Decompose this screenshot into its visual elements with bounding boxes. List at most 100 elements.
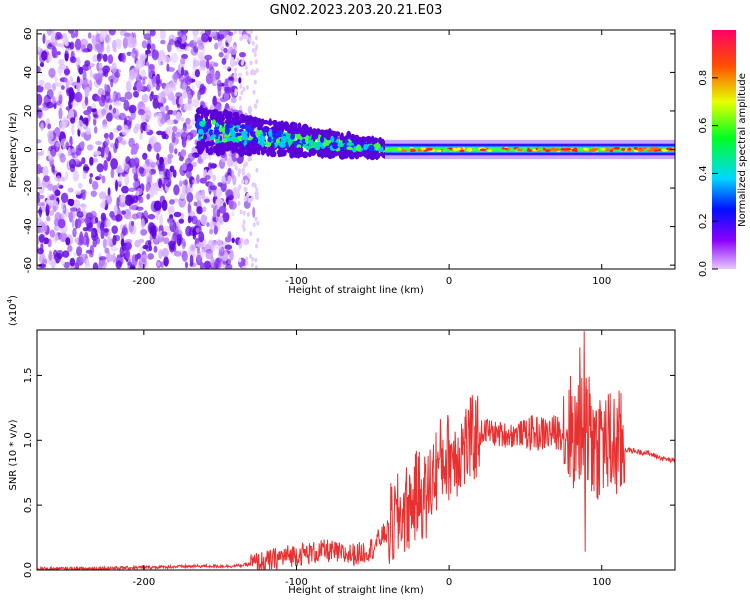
spectrogram-cell [163,237,170,245]
spectrogram-cell [230,97,237,104]
spectrogram-cell [118,173,123,185]
spectrogram-cell [50,145,57,157]
spectrogram-cell [342,151,348,158]
spectrogram-cell [145,183,150,193]
spectrogram-cell [64,77,68,83]
spectrogram-cell [158,178,163,189]
spectrogram-cell [237,200,241,206]
spectrogram-cell [230,56,235,68]
spectrogram-cell [233,30,237,35]
spectrogram-cell [621,148,626,151]
spectrogram-cell [56,183,61,188]
spectrogram-cell [74,237,80,244]
spectrogram-cell [234,72,237,77]
spectrogram-cell [55,82,63,88]
spectrogram-cell [65,237,71,246]
spectrogram-cell [160,39,166,45]
spectrogram-cell [67,187,74,193]
spectrogram-cell [158,164,163,169]
spectrogram-cell [164,85,172,96]
spectrogram-cell [54,235,60,241]
spectrogram-cell [234,127,238,132]
spectrogram-cell [211,119,216,125]
spectrogram-cell [88,177,93,185]
spectrogram-cell [51,165,56,173]
spectrogram-cell [198,59,207,67]
spectrogram-cell [442,149,447,153]
spectrogram-cell [231,237,235,244]
spectrogram-cell [89,173,93,178]
spectrogram-cell [103,227,109,237]
spectrogram-cell [218,34,225,40]
spectrogram-cell [133,157,140,167]
spectrogram-cell [244,179,248,185]
spectrogram-cell [237,72,243,77]
spectrogram-cell [184,75,192,86]
spectrogram-cell [312,148,316,153]
spectrogram-cell [116,125,122,132]
spectrogram-cell [54,76,58,85]
spectrogram-cell [209,221,214,229]
spectrogram-cell [85,117,89,127]
spectrogram-cell [222,212,230,223]
spectrogram-cell [290,133,295,140]
spectrogram-cell [245,30,249,34]
spectrogram-cell [56,175,61,183]
spectrogram-cell [258,130,263,134]
spectrogram-cell [89,69,93,79]
spectrogram-cell [239,83,243,89]
spectrogram-cell [368,144,375,152]
spectrogram-cell [209,112,215,120]
spectrogram-cell [326,152,331,158]
spectrogram-cell [82,209,86,216]
spectrogram-cell [145,49,151,54]
spectrogram-cell [238,257,242,263]
spectrogram-cell [174,148,178,155]
spectrogram-cell [61,85,65,90]
spectrogram-cell [166,119,174,125]
spectrogram-cell [99,32,105,43]
spectrogram-cell [205,250,214,260]
spectrogram-cell [268,128,273,137]
spectrogram-cell [37,139,42,144]
spectrogram-cell [65,171,69,181]
spectrogram-cell [242,226,246,232]
spectrogram-cell [69,56,77,64]
spectrogram-cell [92,262,99,269]
spectrogram-cell [212,95,217,107]
spectrogram-cell [187,215,192,224]
spectrogram-cell [119,245,125,258]
spectrogram-cell [74,38,82,51]
spectrogram-cell [98,256,107,261]
spectrogram-cell [215,141,221,149]
spectrogram-cell [190,90,195,96]
spectrogram-cell [80,141,85,149]
spectrogram-cell [97,88,105,96]
spectrogram-cell [499,149,507,153]
spectrogram-cell [111,225,118,234]
spectrogram-cell [69,158,76,169]
spectrogram-cell [157,92,164,104]
spectrogram-cell [146,193,151,200]
colorbar-tick-label: 0.2 [698,213,709,229]
x-tick-label: -200 [132,276,155,287]
spectrogram-cell [90,63,95,68]
spectrogram-cell [41,201,46,213]
spectrogram-cell [177,36,183,45]
spectrogram-cell [67,245,73,253]
spectrogram-cell [223,91,230,102]
spectrogram-cell [214,132,219,140]
spectrogram-cell [51,96,56,105]
y-tick-label: 1.5 [23,367,34,383]
colorbar-gradient [712,30,736,269]
spectrogram-cell [209,141,216,146]
spectrogram-cell [245,260,249,266]
spectrogram-cell [189,129,198,138]
spectrogram-cell [479,148,487,152]
spectrogram-cell [103,159,108,172]
spectrogram-marks [37,30,675,269]
spectrogram-cell [115,260,122,269]
spectrogram-cell [37,107,43,119]
y-tick-label: 0 [23,146,34,152]
spectrogram-cell [128,76,134,82]
